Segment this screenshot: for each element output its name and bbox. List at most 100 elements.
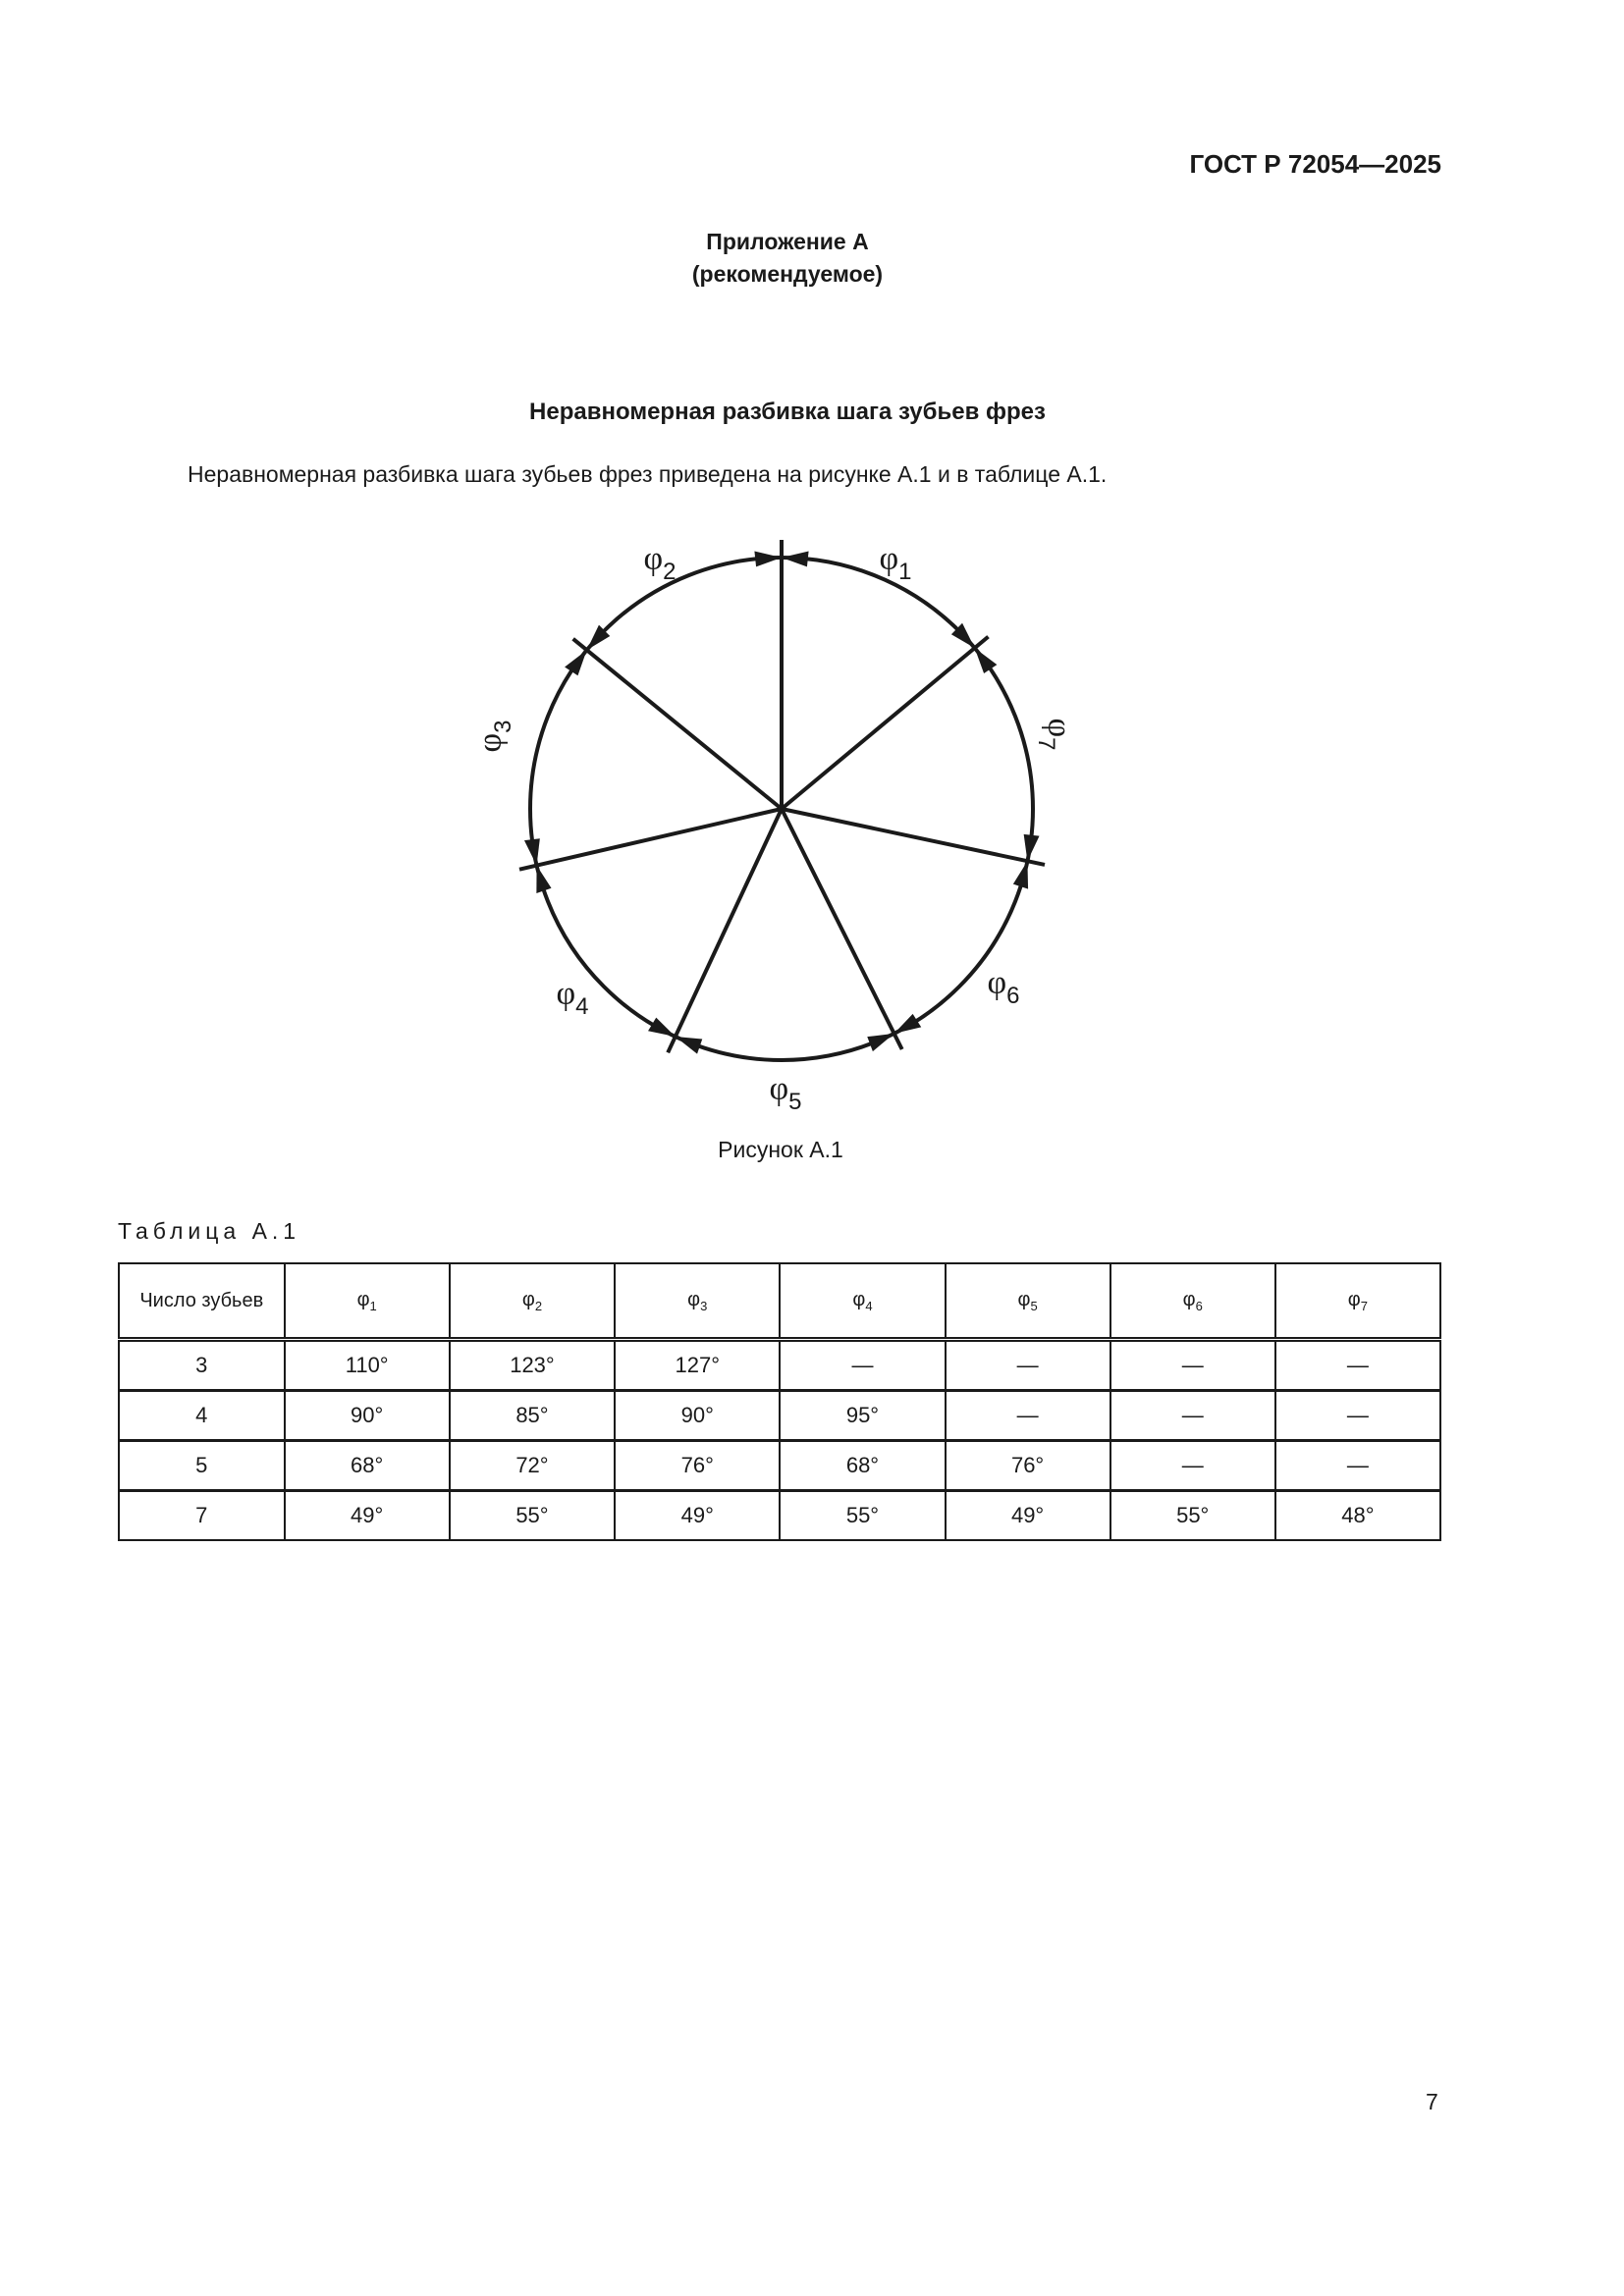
table-row: 7 49° 55° 49° 55° 49° 55° 48°	[118, 1489, 1442, 1541]
table-header-row: Число зубьев φ1 φ2 φ3 φ4 φ5 φ6 φ7	[118, 1262, 1442, 1341]
tooth-line	[781, 807, 1046, 867]
phi-label-2: φ2	[644, 541, 677, 585]
arrowhead	[754, 551, 782, 567]
tooth-line	[780, 635, 990, 811]
angle-cell: 110°	[283, 1338, 451, 1392]
phi-label-1: φ1	[880, 541, 912, 585]
arrowhead	[1012, 861, 1029, 889]
phi-symbol: φ	[770, 1071, 789, 1107]
diagram-geometry	[518, 540, 1046, 1062]
arrowhead	[586, 624, 611, 651]
phi-index: 1	[898, 559, 911, 585]
phi-index: 6	[1195, 1298, 1203, 1313]
section-title: Неравномерная разбивка шага зубьев фрез	[529, 399, 1046, 425]
phi-index: 5	[1030, 1298, 1038, 1313]
tooth-line	[780, 808, 904, 1050]
angle-cell: 72°	[448, 1439, 617, 1492]
angle-cell: 95°	[779, 1389, 947, 1442]
phi-symbol: φ	[687, 1288, 701, 1310]
angle-cell: —	[944, 1389, 1111, 1442]
table-row: 4 90° 85° 90° 95° — — —	[118, 1389, 1442, 1442]
phi-symbol: φ	[1017, 1288, 1031, 1310]
angle-cell: —	[944, 1338, 1111, 1392]
column-header: φ5	[944, 1262, 1111, 1341]
phi-symbol: φ	[852, 1288, 866, 1310]
phi-symbol: φ	[880, 541, 899, 577]
angle-cell: —	[1109, 1439, 1276, 1492]
angle-cell: 68°	[779, 1439, 947, 1492]
angle-cell: 127°	[614, 1338, 782, 1392]
teeth-count-cell: 3	[118, 1338, 286, 1392]
phi-index: 6	[1006, 983, 1019, 1009]
phi-index: 3	[490, 721, 516, 733]
arrowhead	[867, 1033, 894, 1052]
phi-index: 2	[534, 1298, 543, 1313]
phi-index: 7	[1033, 737, 1059, 750]
tooth-line	[518, 807, 783, 872]
phi-label-3: φ3	[472, 721, 516, 753]
document-id: ГОСТ Р 72054—2025	[1189, 149, 1441, 179]
angle-cell: 123°	[448, 1338, 617, 1392]
phi-label-7: φ7	[1033, 719, 1077, 751]
phi-symbol: φ	[644, 541, 664, 577]
column-header: φ2	[448, 1262, 617, 1341]
phi-symbol: φ	[1182, 1288, 1196, 1310]
angle-cell: 49°	[614, 1489, 782, 1541]
phi-index: 2	[663, 559, 676, 585]
table-label: Таблица А.1	[118, 1218, 301, 1244]
arrowhead	[782, 551, 809, 567]
angle-cell: —	[1273, 1338, 1442, 1392]
angle-cell: —	[1109, 1389, 1276, 1442]
arrowhead	[523, 838, 540, 866]
arrowhead	[893, 1013, 922, 1034]
annex-status: (рекомендуемое)	[691, 261, 884, 287]
header-label: Число зубьев	[139, 1289, 264, 1311]
phi-symbol: φ	[1041, 719, 1077, 738]
angle-cell: 49°	[283, 1489, 451, 1541]
column-header: φ3	[614, 1262, 782, 1341]
angle-cell: 49°	[944, 1489, 1111, 1541]
angle-cell: —	[1109, 1338, 1276, 1392]
angle-cell: 76°	[614, 1439, 782, 1492]
phi-index: 7	[1360, 1298, 1368, 1313]
phi-label-4: φ4	[557, 976, 589, 1020]
teeth-count-cell: 4	[118, 1389, 286, 1442]
column-header: φ7	[1273, 1262, 1442, 1341]
phi-label-6: φ6	[988, 965, 1020, 1009]
column-header: φ1	[283, 1262, 451, 1341]
table-row: 5 68° 72° 76° 68° 76° — —	[118, 1439, 1442, 1492]
annex-heading: Приложение А (рекомендуемое)	[0, 226, 1575, 291]
angle-cell: 55°	[448, 1489, 617, 1541]
phi-symbol: φ	[1347, 1288, 1361, 1310]
angle-cell: 85°	[448, 1389, 617, 1442]
arrowhead	[648, 1017, 676, 1038]
phi-symbol: φ	[557, 976, 576, 1012]
angle-cell: 55°	[779, 1489, 947, 1541]
angle-cell: 55°	[1109, 1489, 1276, 1541]
phi-index: 3	[700, 1298, 708, 1313]
table-row: 3 110° 123° 127° — — — —	[118, 1338, 1442, 1392]
arrowhead	[974, 648, 998, 674]
phi-symbol: φ	[988, 965, 1007, 1001]
phi-index: 4	[865, 1298, 873, 1313]
angle-cell: —	[1273, 1389, 1442, 1442]
tooth-line	[571, 637, 784, 811]
phi-index: 1	[369, 1298, 377, 1313]
teeth-count-cell: 7	[118, 1489, 286, 1541]
arrowhead	[1023, 833, 1040, 862]
teeth-count-cell: 5	[118, 1439, 286, 1492]
phi-index: 5	[788, 1089, 801, 1115]
phi-label-5: φ5	[770, 1071, 802, 1115]
arrowhead	[536, 865, 552, 893]
arrowhead	[565, 650, 587, 676]
phi-index: 4	[575, 993, 588, 1020]
arrowhead	[950, 622, 975, 649]
phi-symbol: φ	[472, 733, 509, 753]
angle-cell: 48°	[1273, 1489, 1442, 1541]
arrowhead	[675, 1037, 703, 1054]
angle-cell: 68°	[283, 1439, 451, 1492]
angle-cell: 90°	[283, 1389, 451, 1442]
figure-caption: Рисунок А.1	[718, 1137, 843, 1162]
